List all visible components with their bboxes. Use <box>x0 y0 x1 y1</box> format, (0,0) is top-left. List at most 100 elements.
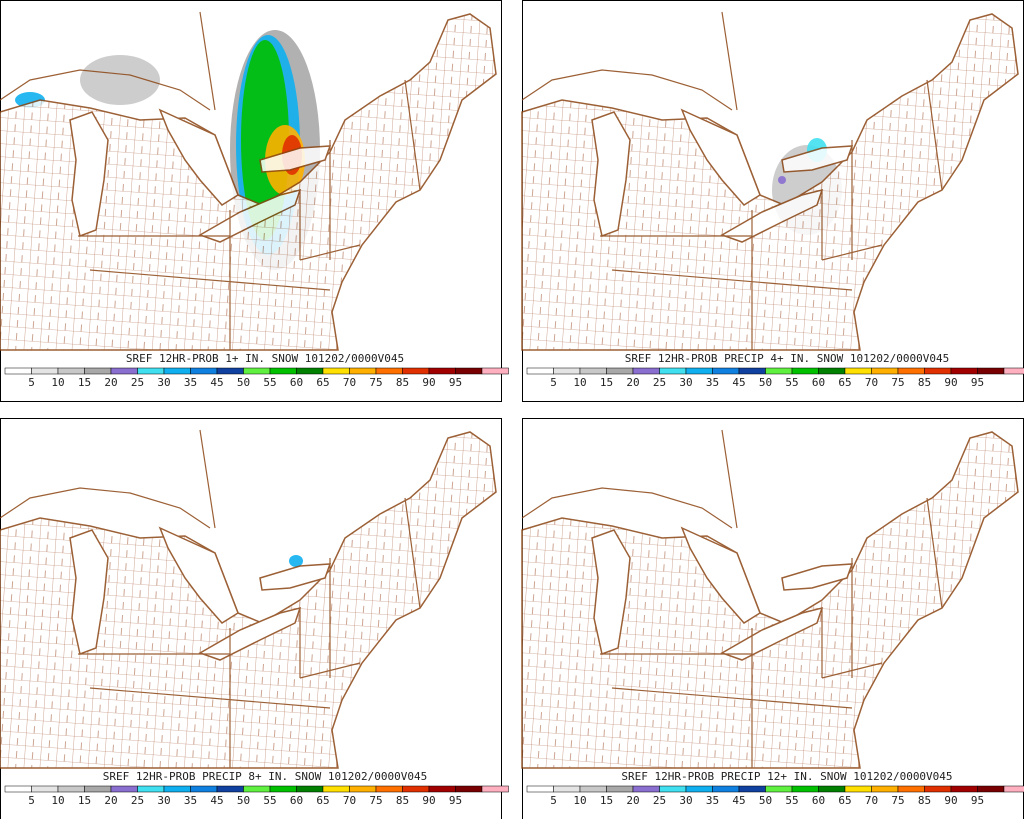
legend-label: 75 <box>369 794 382 807</box>
legend-swatch <box>818 785 846 793</box>
legend-label: 65 <box>838 376 851 389</box>
legend-label: 70 <box>865 794 878 807</box>
map-panel: SREF 12HR-PROB PRECIP 4+ IN. SNOW 101202… <box>521 0 1024 402</box>
legend-label: 95 <box>971 794 984 807</box>
legend-label: 55 <box>785 376 798 389</box>
legend-label: 70 <box>865 376 878 389</box>
legend-swatch <box>818 367 846 375</box>
legend-swatch <box>897 785 925 793</box>
legend-label: 90 <box>944 376 957 389</box>
legend-label: 35 <box>706 794 719 807</box>
legend-label: 20 <box>626 794 639 807</box>
legend-swatch <box>137 367 165 375</box>
legend-swatch <box>57 785 85 793</box>
map-panel: SREF 12HR-PROB 1+ IN. SNOW 101202/0000V0… <box>0 0 509 402</box>
legend-label: 10 <box>573 376 586 389</box>
legend-label: 65 <box>316 794 329 807</box>
legend-swatch <box>738 785 766 793</box>
legend-swatch <box>402 367 430 375</box>
legend-swatch <box>950 785 978 793</box>
legend-label: 50 <box>237 794 250 807</box>
panel-title: SREF 12HR-PROB PRECIP 12+ IN. SNOW 10120… <box>621 770 952 783</box>
legend-swatch <box>765 367 793 375</box>
legend-swatch <box>375 367 403 375</box>
legend-swatch <box>481 785 509 793</box>
legend-label: 30 <box>157 376 170 389</box>
legend-swatch <box>349 367 377 375</box>
legend-swatch <box>526 785 554 793</box>
legend-label: 85 <box>918 376 931 389</box>
legend-swatch <box>924 785 952 793</box>
legend-label: 50 <box>759 376 772 389</box>
legend-label: 90 <box>422 376 435 389</box>
legend-label: 25 <box>131 376 144 389</box>
legend-swatch <box>216 785 244 793</box>
legend-label: 95 <box>449 794 462 807</box>
snow-probability-area <box>289 555 303 567</box>
legend-label: 20 <box>104 794 117 807</box>
legend-label: 55 <box>263 794 276 807</box>
legend-swatch <box>269 785 297 793</box>
legend-label: 65 <box>316 376 329 389</box>
legend-label: 50 <box>237 376 250 389</box>
legend-label: 90 <box>944 794 957 807</box>
legend-swatch <box>606 785 634 793</box>
legend-label: 45 <box>210 376 223 389</box>
legend-label: 85 <box>396 794 409 807</box>
panel-title: SREF 12HR-PROB 1+ IN. SNOW 101202/0000V0… <box>126 352 404 365</box>
legend-label: 50 <box>759 794 772 807</box>
legend-swatch <box>791 367 819 375</box>
legend-label: 5 <box>28 794 35 807</box>
legend-swatch <box>481 367 509 375</box>
legend-label: 95 <box>971 376 984 389</box>
legend-label: 45 <box>210 794 223 807</box>
legend-swatch <box>977 785 1005 793</box>
legend-swatch <box>84 785 112 793</box>
snow-probability-area <box>80 55 160 105</box>
legend-swatch <box>190 785 218 793</box>
legend-label: 5 <box>550 794 557 807</box>
legend-label: 70 <box>343 376 356 389</box>
legend-label: 65 <box>838 794 851 807</box>
legend-swatch <box>296 367 324 375</box>
legend-swatch <box>1003 785 1024 793</box>
legend-label: 15 <box>600 794 613 807</box>
legend-swatch <box>322 367 350 375</box>
legend-swatch <box>296 785 324 793</box>
legend-swatch <box>110 367 138 375</box>
legend-label: 60 <box>290 794 303 807</box>
legend-swatch <box>4 785 32 793</box>
legend-label: 60 <box>290 376 303 389</box>
legend-label: 70 <box>343 794 356 807</box>
legend-swatch <box>455 785 483 793</box>
legend-label: 20 <box>104 376 117 389</box>
legend-label: 30 <box>679 794 692 807</box>
legend-label: 30 <box>157 794 170 807</box>
legend-label: 55 <box>263 376 276 389</box>
legend-swatch <box>110 785 138 793</box>
legend-swatch <box>163 367 191 375</box>
legend-label: 20 <box>626 376 639 389</box>
legend-swatch <box>526 367 554 375</box>
legend-swatch <box>243 367 271 375</box>
legend-swatch <box>579 785 607 793</box>
legend-label: 15 <box>78 794 91 807</box>
legend-swatch <box>455 367 483 375</box>
legend-label: 85 <box>918 794 931 807</box>
legend-swatch <box>977 367 1005 375</box>
legend-swatch <box>31 367 59 375</box>
legend-swatch <box>632 367 660 375</box>
legend-swatch <box>685 785 713 793</box>
legend-swatch <box>216 367 244 375</box>
legend-swatch <box>375 785 403 793</box>
legend-swatch <box>844 785 872 793</box>
map-panel: SREF 12HR-PROB PRECIP 12+ IN. SNOW 10120… <box>521 418 1024 820</box>
legend-label: 35 <box>184 794 197 807</box>
legend-swatch <box>243 785 271 793</box>
legend-swatch <box>871 367 899 375</box>
legend-swatch <box>738 367 766 375</box>
legend-label: 35 <box>706 376 719 389</box>
legend-swatch <box>712 367 740 375</box>
legend-swatch <box>84 367 112 375</box>
legend-swatch <box>137 785 165 793</box>
